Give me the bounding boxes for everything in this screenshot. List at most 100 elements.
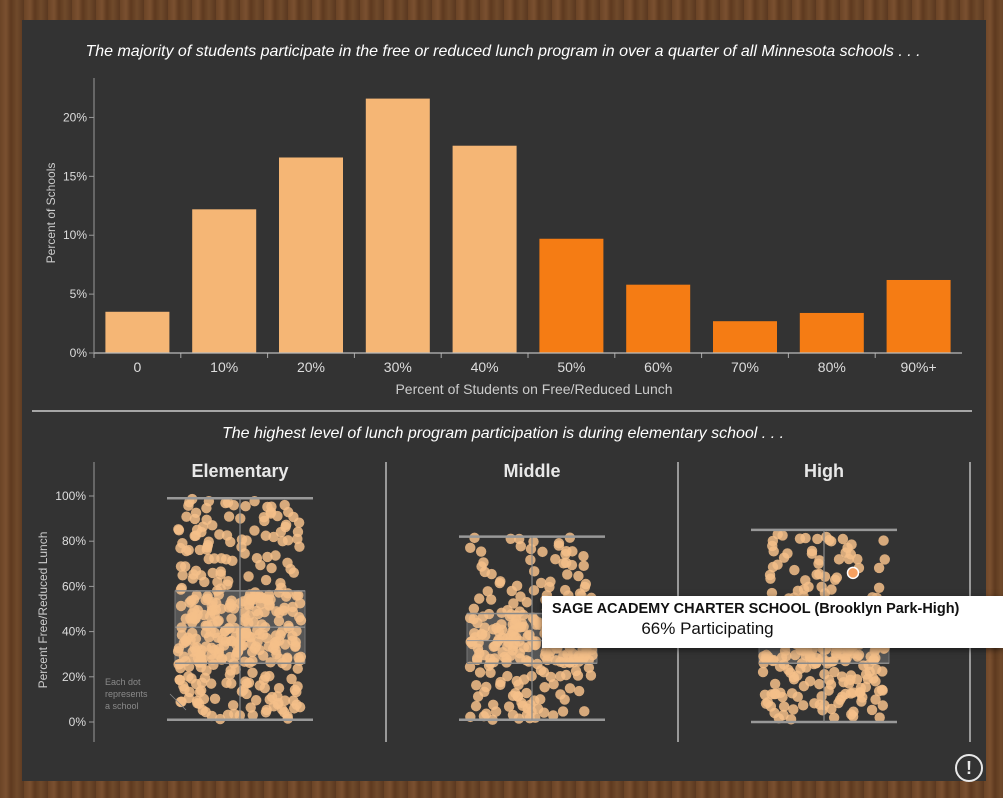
- school-dot[interactable]: [475, 546, 487, 557]
- school-dot[interactable]: [238, 596, 249, 607]
- school-dot[interactable]: [270, 550, 281, 561]
- school-dot[interactable]: [564, 683, 576, 694]
- school-dot[interactable]: [516, 697, 527, 708]
- school-dot[interactable]: [189, 513, 201, 525]
- school-dot[interactable]: [521, 687, 532, 699]
- school-dot[interactable]: [249, 525, 260, 536]
- school-dot[interactable]: [472, 617, 483, 629]
- school-dot[interactable]: [280, 519, 292, 531]
- school-dot[interactable]: [250, 695, 262, 706]
- school-dot[interactable]: [281, 653, 293, 665]
- school-dot[interactable]: [211, 597, 222, 609]
- school-dot[interactable]: [251, 553, 263, 564]
- school-dot[interactable]: [260, 671, 271, 682]
- school-dot[interactable]: [246, 646, 258, 658]
- school-dot[interactable]: [212, 616, 223, 627]
- school-dot[interactable]: [221, 530, 233, 541]
- school-dot[interactable]: [464, 661, 476, 673]
- school-dot[interactable]: [189, 530, 200, 542]
- school-dot[interactable]: [175, 600, 187, 612]
- histogram-bar-30pct[interactable]: [365, 98, 430, 353]
- school-dot[interactable]: [870, 664, 882, 675]
- school-dot[interactable]: [223, 622, 235, 634]
- school-dot[interactable]: [540, 646, 551, 658]
- school-dot[interactable]: [759, 689, 771, 700]
- school-dot[interactable]: [262, 551, 273, 563]
- school-dot[interactable]: [553, 538, 565, 549]
- school-dot[interactable]: [492, 636, 503, 647]
- school-dot[interactable]: [204, 611, 216, 622]
- school-dot[interactable]: [495, 676, 506, 688]
- school-dot[interactable]: [194, 544, 206, 556]
- school-dot[interactable]: [834, 694, 846, 705]
- school-dot[interactable]: [843, 678, 855, 689]
- school-dot[interactable]: [800, 575, 811, 586]
- school-dot[interactable]: [777, 530, 788, 541]
- school-dot[interactable]: [176, 582, 187, 594]
- info-icon[interactable]: !: [955, 754, 983, 782]
- school-dot[interactable]: [259, 515, 270, 527]
- school-dot[interactable]: [530, 636, 542, 647]
- school-dot[interactable]: [266, 501, 277, 512]
- school-dot[interactable]: [198, 693, 210, 705]
- school-dot[interactable]: [509, 631, 520, 642]
- school-dot[interactable]: [829, 666, 840, 678]
- school-dot[interactable]: [469, 632, 481, 643]
- school-dot[interactable]: [781, 650, 792, 662]
- school-dot[interactable]: [814, 568, 825, 580]
- school-dot[interactable]: [264, 600, 275, 611]
- school-dot[interactable]: [244, 589, 256, 600]
- school-dot[interactable]: [491, 622, 502, 634]
- school-dot[interactable]: [814, 678, 825, 690]
- school-dot[interactable]: [223, 511, 235, 522]
- school-dot[interactable]: [525, 554, 536, 566]
- school-dot[interactable]: [523, 656, 534, 667]
- school-dot[interactable]: [468, 603, 480, 614]
- school-dot[interactable]: [292, 533, 303, 545]
- school-dot[interactable]: [214, 529, 225, 540]
- school-dot[interactable]: [804, 676, 816, 687]
- school-dot[interactable]: [876, 684, 888, 696]
- school-dot[interactable]: [497, 646, 508, 658]
- school-dot[interactable]: [877, 700, 889, 711]
- school-dot[interactable]: [765, 573, 776, 584]
- school-dot[interactable]: [806, 545, 818, 557]
- school-dot[interactable]: [215, 566, 227, 577]
- school-dot[interactable]: [187, 646, 198, 658]
- school-dot[interactable]: [190, 633, 202, 644]
- school-dot[interactable]: [482, 586, 493, 597]
- school-dot[interactable]: [488, 699, 499, 711]
- school-dot[interactable]: [292, 663, 303, 674]
- school-dot[interactable]: [470, 700, 482, 712]
- school-dot[interactable]: [837, 533, 849, 545]
- school-dot[interactable]: [295, 615, 307, 626]
- school-dot[interactable]: [279, 639, 291, 650]
- school-dot[interactable]: [474, 593, 485, 604]
- school-dot[interactable]: [288, 695, 299, 706]
- school-dot[interactable]: [788, 704, 799, 715]
- school-dot[interactable]: [508, 641, 519, 652]
- school-dot[interactable]: [183, 500, 194, 511]
- school-dot[interactable]: [471, 679, 482, 691]
- school-dot[interactable]: [244, 631, 255, 642]
- school-dot[interactable]: [200, 620, 211, 631]
- school-dot[interactable]: [209, 627, 221, 639]
- school-dot[interactable]: [273, 615, 285, 627]
- school-dot[interactable]: [824, 534, 835, 546]
- school-dot[interactable]: [197, 705, 209, 716]
- school-dot[interactable]: [816, 581, 827, 593]
- school-dot[interactable]: [560, 669, 572, 681]
- school-dot[interactable]: [840, 547, 851, 558]
- school-dot[interactable]: [199, 672, 211, 683]
- school-dot[interactable]: [564, 657, 575, 668]
- school-dot[interactable]: [472, 691, 484, 702]
- school-dot[interactable]: [261, 632, 272, 644]
- school-dot[interactable]: [786, 688, 798, 699]
- school-dot[interactable]: [578, 560, 589, 572]
- school-dot[interactable]: [514, 648, 525, 659]
- school-dot[interactable]: [558, 650, 569, 661]
- school-dot[interactable]: [225, 665, 236, 676]
- school-dot[interactable]: [283, 622, 295, 634]
- school-dot[interactable]: [535, 694, 546, 705]
- school-dot[interactable]: [226, 595, 237, 606]
